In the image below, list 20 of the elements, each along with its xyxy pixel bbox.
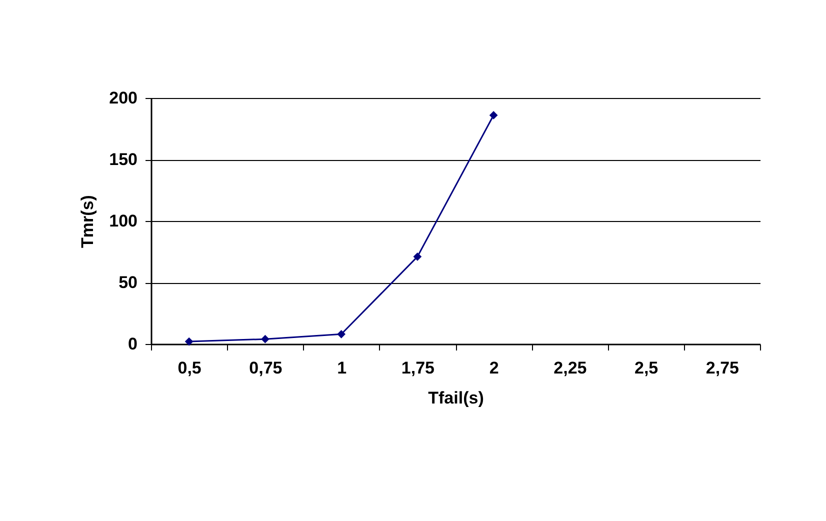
y-tick-label: 150 [109,150,138,169]
x-tick-label: 0,5 [178,358,202,378]
x-tick-label: 1,75 [401,358,434,378]
point [337,330,346,338]
y-tick-label: 100 [109,212,138,230]
x-tick-label: 2,5 [634,358,658,378]
y-tick-label: 0 [128,334,138,354]
x-axis-title: Tfail(s) [428,388,484,408]
x-tick-label: 1 [337,358,347,378]
point [489,111,498,120]
x-tick-label: 2 [489,358,499,378]
x-tick-label: 2,25 [554,358,587,378]
x-tick-label: 0,75 [249,358,282,378]
y-axis-title: Tmr(s) [78,195,98,248]
point [184,337,194,346]
y-tick-label: 200 [109,88,138,108]
y-tick-label: 50 [118,273,138,292]
point [261,334,270,344]
x-tick-label: 2,75 [706,358,739,378]
point [413,252,422,261]
